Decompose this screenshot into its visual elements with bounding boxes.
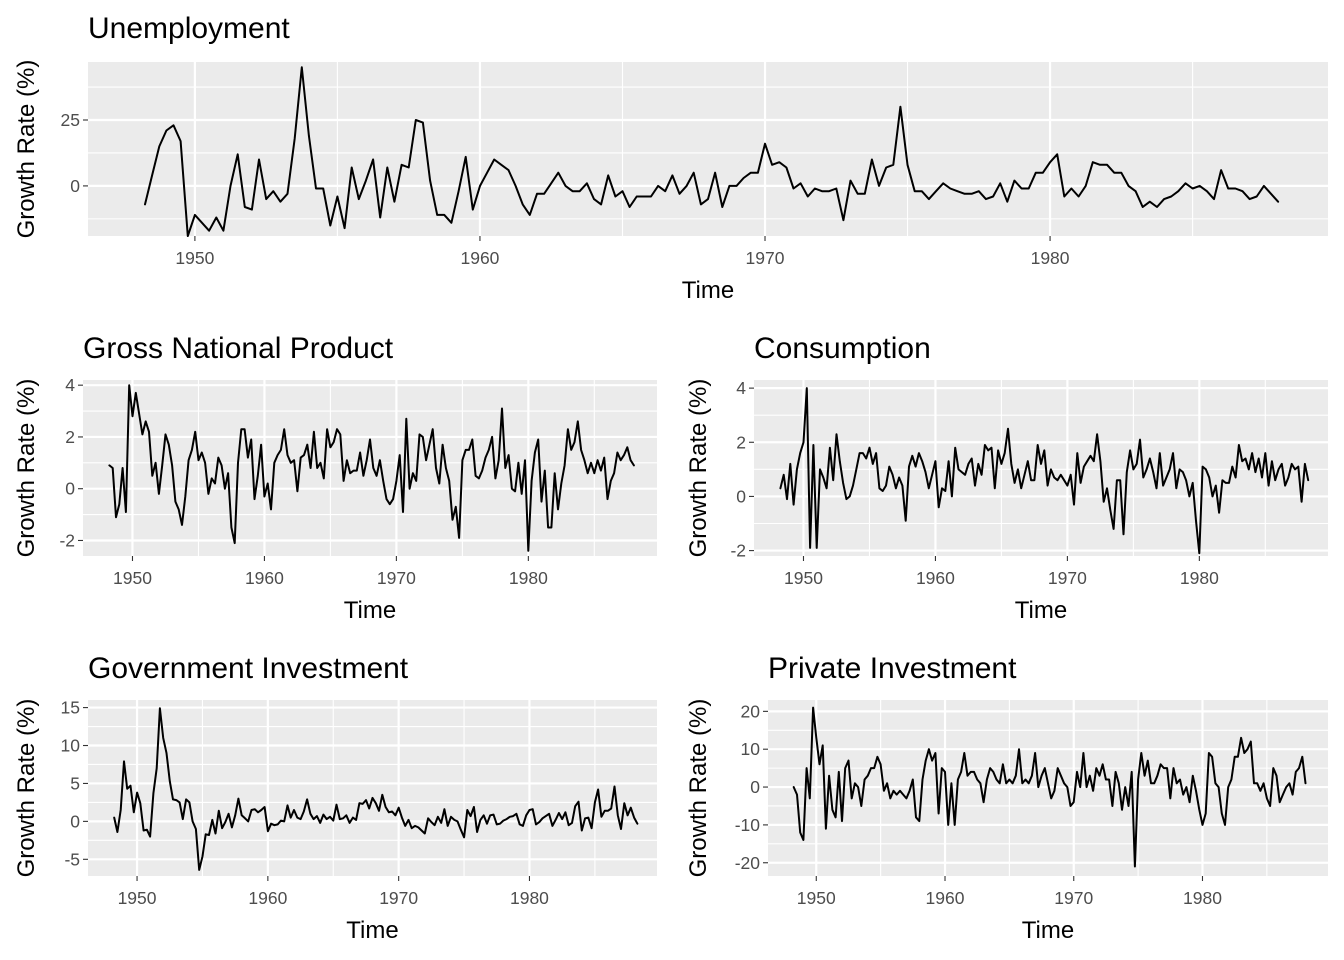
y-tick-label: 4 <box>736 378 746 398</box>
y-tick-label: -10 <box>735 815 761 835</box>
y-tick-label: 25 <box>61 110 80 130</box>
y-tick-label: 15 <box>61 698 80 718</box>
y-tick-label: 0 <box>70 176 80 196</box>
x-tick-label: 1950 <box>113 568 152 588</box>
series-line <box>792 706 1307 868</box>
panel-background <box>83 380 657 556</box>
series-line <box>144 66 1280 237</box>
x-tick-label: 1960 <box>926 888 965 908</box>
y-axis-title: Growth Rate (%) <box>685 379 712 558</box>
y-axis-title: Growth Rate (%) <box>13 379 40 558</box>
x-tick-label: 1960 <box>460 248 499 268</box>
y-tick-label: -2 <box>730 541 746 561</box>
y-tick-label: -2 <box>59 530 75 550</box>
panel-consumption: 1950 1960 1970 1980 -2 0 2 4 Consumption Time Grow… <box>685 332 1328 624</box>
y-tick-label: 2 <box>65 427 75 447</box>
x-tick-label: 1980 <box>1031 248 1070 268</box>
chart-title: Consumption <box>754 332 931 365</box>
series-line <box>113 707 639 871</box>
y-axis-title: Growth Rate (%) <box>13 699 40 878</box>
panel-government-investment: 1950 1960 1970 1980 -5 0 5 10 15 Government Inves… <box>13 652 657 944</box>
series-line <box>108 384 635 552</box>
x-tick-label: 1980 <box>510 888 549 908</box>
x-tick-label: 1970 <box>1054 888 1093 908</box>
x-tick-label: 1970 <box>746 248 785 268</box>
y-tick-label: 10 <box>61 736 81 756</box>
x-tick-label: 1970 <box>379 888 418 908</box>
x-tick-label: 1950 <box>118 888 157 908</box>
x-axis-title: Time <box>1022 917 1074 944</box>
y-tick-label: 20 <box>741 701 761 721</box>
y-tick-label: 4 <box>65 375 75 395</box>
chart-title: Unemployment <box>88 12 290 45</box>
y-tick-label: 0 <box>70 811 80 831</box>
y-tick-label: -20 <box>735 853 761 873</box>
x-tick-label: 1980 <box>1180 568 1219 588</box>
x-axis-title: Time <box>344 597 396 624</box>
y-tick-label: 2 <box>736 432 746 452</box>
x-tick-label: 1960 <box>248 888 287 908</box>
panel-gross-national-product: 1950 1960 1970 1980 -2 0 2 4 Gross National Prod… <box>13 332 657 624</box>
x-tick-label: 1950 <box>175 248 214 268</box>
x-tick-label: 1950 <box>784 568 823 588</box>
x-tick-label: 1970 <box>377 568 416 588</box>
x-tick-label: 1970 <box>1048 568 1087 588</box>
series-line <box>779 387 1310 555</box>
x-axis-title: Time <box>1015 597 1067 624</box>
panel-unemployment: 1950 1960 1970 1980 0 25 Unemployment Time Growt… <box>13 12 1328 304</box>
chart-title: Gross National Product <box>83 332 394 365</box>
y-tick-label: 5 <box>70 773 80 793</box>
x-tick-label: 1950 <box>797 888 836 908</box>
chart-title: Private Investment <box>768 652 1017 685</box>
y-tick-label: 0 <box>65 479 75 499</box>
panel-private-investment: 1950 1960 1970 1980 -20 -10 0 10 20 Private Inves… <box>685 652 1328 944</box>
y-tick-label: -5 <box>64 849 80 869</box>
y-tick-label: 0 <box>750 777 760 797</box>
y-axis-title: Growth Rate (%) <box>13 60 40 239</box>
x-tick-label: 1960 <box>916 568 955 588</box>
y-tick-label: 0 <box>736 486 746 506</box>
x-tick-label: 1960 <box>245 568 284 588</box>
panel-background <box>88 62 1328 236</box>
panel-background <box>88 700 657 876</box>
y-tick-label: 10 <box>741 739 761 759</box>
x-axis-title: Time <box>682 277 734 304</box>
x-axis-title: Time <box>346 917 398 944</box>
x-tick-label: 1980 <box>1183 888 1222 908</box>
chart-title: Government Investment <box>88 652 409 685</box>
x-tick-label: 1980 <box>509 568 548 588</box>
y-axis-title: Growth Rate (%) <box>685 699 712 878</box>
